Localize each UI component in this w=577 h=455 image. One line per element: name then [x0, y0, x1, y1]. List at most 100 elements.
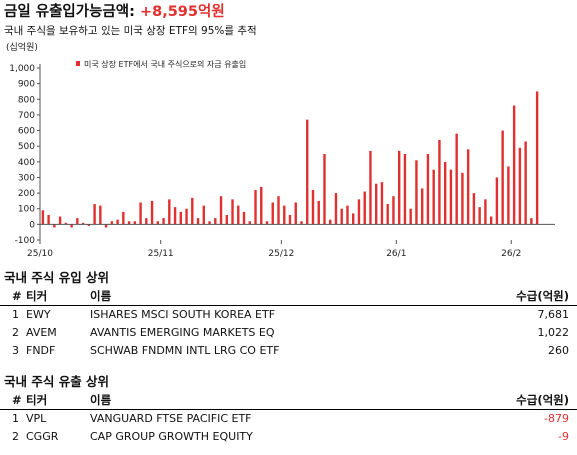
bar [329, 219, 332, 225]
y-tick-label: 0 [29, 220, 35, 230]
bar [145, 218, 148, 225]
rank-cell: 2 [12, 326, 19, 339]
header-value: 수급(억원) [516, 289, 569, 303]
bar [242, 211, 246, 225]
bar [420, 188, 424, 225]
bar [260, 186, 263, 225]
value-cell: 7,681 [537, 308, 570, 321]
y-axis-unit-label: (십억원) [6, 41, 38, 53]
x-tick-label: 25/10 [27, 249, 53, 259]
y-tick-label: 900 [18, 80, 35, 90]
bar [495, 177, 499, 225]
bar [214, 218, 217, 225]
bar [438, 139, 441, 225]
bar [535, 91, 539, 225]
bar [432, 169, 435, 225]
bar [472, 193, 476, 225]
bar [271, 202, 274, 225]
bar [397, 150, 401, 225]
y-tick-label: 100 [18, 205, 35, 215]
ticker-cell: EWY [26, 308, 51, 321]
ticker-cell: FNDF [26, 344, 56, 357]
bar [150, 200, 154, 225]
bar [363, 191, 366, 225]
section-spacer [0, 360, 577, 372]
bar [461, 172, 464, 225]
bar [340, 208, 343, 225]
name-cell: AVANTIS EMERGING MARKETS EQ [90, 326, 275, 339]
flow-tables: 국내 주식 유입 상위 # 티커 이름 수급(억원) 1 EWY ISHARES… [0, 268, 577, 446]
bar [196, 218, 200, 225]
bar [283, 205, 286, 225]
bar [426, 154, 430, 225]
value-cell: 260 [548, 344, 569, 357]
y-tick-label: 600 [18, 127, 35, 137]
bar [369, 150, 372, 225]
bar [116, 219, 119, 225]
bar [489, 216, 493, 225]
table-row: 2 AVEM AVANTIS EMERGING MARKETS EQ 1,022 [0, 324, 577, 342]
name-cell: SCHWAB FNDMN INTL LRG CO ETF [90, 344, 280, 357]
x-tick-label: 25/11 [148, 249, 174, 259]
ticker-cell: AVEM [26, 326, 57, 339]
bar [70, 224, 73, 228]
bar [311, 189, 315, 225]
x-tick-label: 26/2 [501, 249, 521, 259]
legend-swatch [76, 61, 80, 66]
bar [415, 160, 418, 225]
bar [185, 208, 188, 225]
name-cell: VANGUARD FTSE PACIFIC ETF [90, 412, 252, 425]
bar [386, 204, 389, 225]
bar [179, 211, 183, 225]
bar [76, 218, 79, 225]
header-ticker: 티커 [26, 289, 48, 303]
bar [323, 154, 326, 225]
bar [352, 213, 355, 225]
bar [219, 196, 223, 225]
y-axis: -100 0 100 200 300 400 500 600 700 800 900 1,000 [9, 64, 40, 246]
bar [392, 196, 395, 225]
y-tick-label: 400 [18, 158, 35, 168]
y-tick-label: 500 [18, 142, 35, 152]
bar [300, 221, 303, 225]
bar [512, 105, 516, 225]
table-row: 1 VPL VANGUARD FTSE PACIFIC ETF -879 [0, 410, 577, 428]
bar [173, 207, 177, 225]
bar [110, 221, 114, 225]
value-cell: 1,022 [537, 326, 570, 339]
bar [53, 224, 56, 228]
bar [288, 214, 292, 225]
name-cell: CAP GROUP GROWTH EQUITY [90, 430, 253, 443]
bar [346, 205, 349, 225]
y-tick-label: 200 [18, 189, 35, 199]
bar [501, 130, 504, 225]
bar [248, 221, 251, 225]
bar [409, 208, 412, 225]
y-tick-label: 300 [18, 173, 35, 183]
bar [231, 199, 234, 225]
table-row: 3 FNDF SCHWAB FNDMN INTL LRG CO ETF 260 [0, 342, 577, 360]
outflow-title: 국내 주식 유출 상위 [4, 374, 110, 389]
bar [208, 221, 211, 225]
table-row: 2 CGGR CAP GROUP GROWTH EQUITY -9 [0, 428, 577, 446]
bar [104, 224, 108, 228]
outflow-header-row: # 티커 이름 수급(억원) [0, 391, 577, 410]
bar [375, 183, 378, 225]
bar [334, 193, 338, 225]
flow-chart: (십억원) 미국 상장 ETF에서 국내 주식으로의 자금 유출입 -100 0 1… [0, 40, 577, 262]
bar [277, 196, 280, 225]
rank-cell: 1 [12, 412, 19, 425]
y-tick-label: 800 [18, 95, 35, 105]
bar [99, 205, 102, 225]
bar [265, 221, 269, 225]
bar [530, 218, 533, 225]
bar [139, 202, 142, 225]
value-cell: -9 [558, 430, 569, 443]
header-rank: # [12, 289, 22, 303]
bar [202, 205, 205, 225]
bar [156, 221, 160, 225]
page-header: 금일 유출입가능금액: +8,595억원 국내 주식을 보유하고 있는 미국 상… [4, 2, 574, 39]
bar [162, 218, 165, 225]
bar [237, 205, 240, 225]
bar [478, 207, 481, 225]
